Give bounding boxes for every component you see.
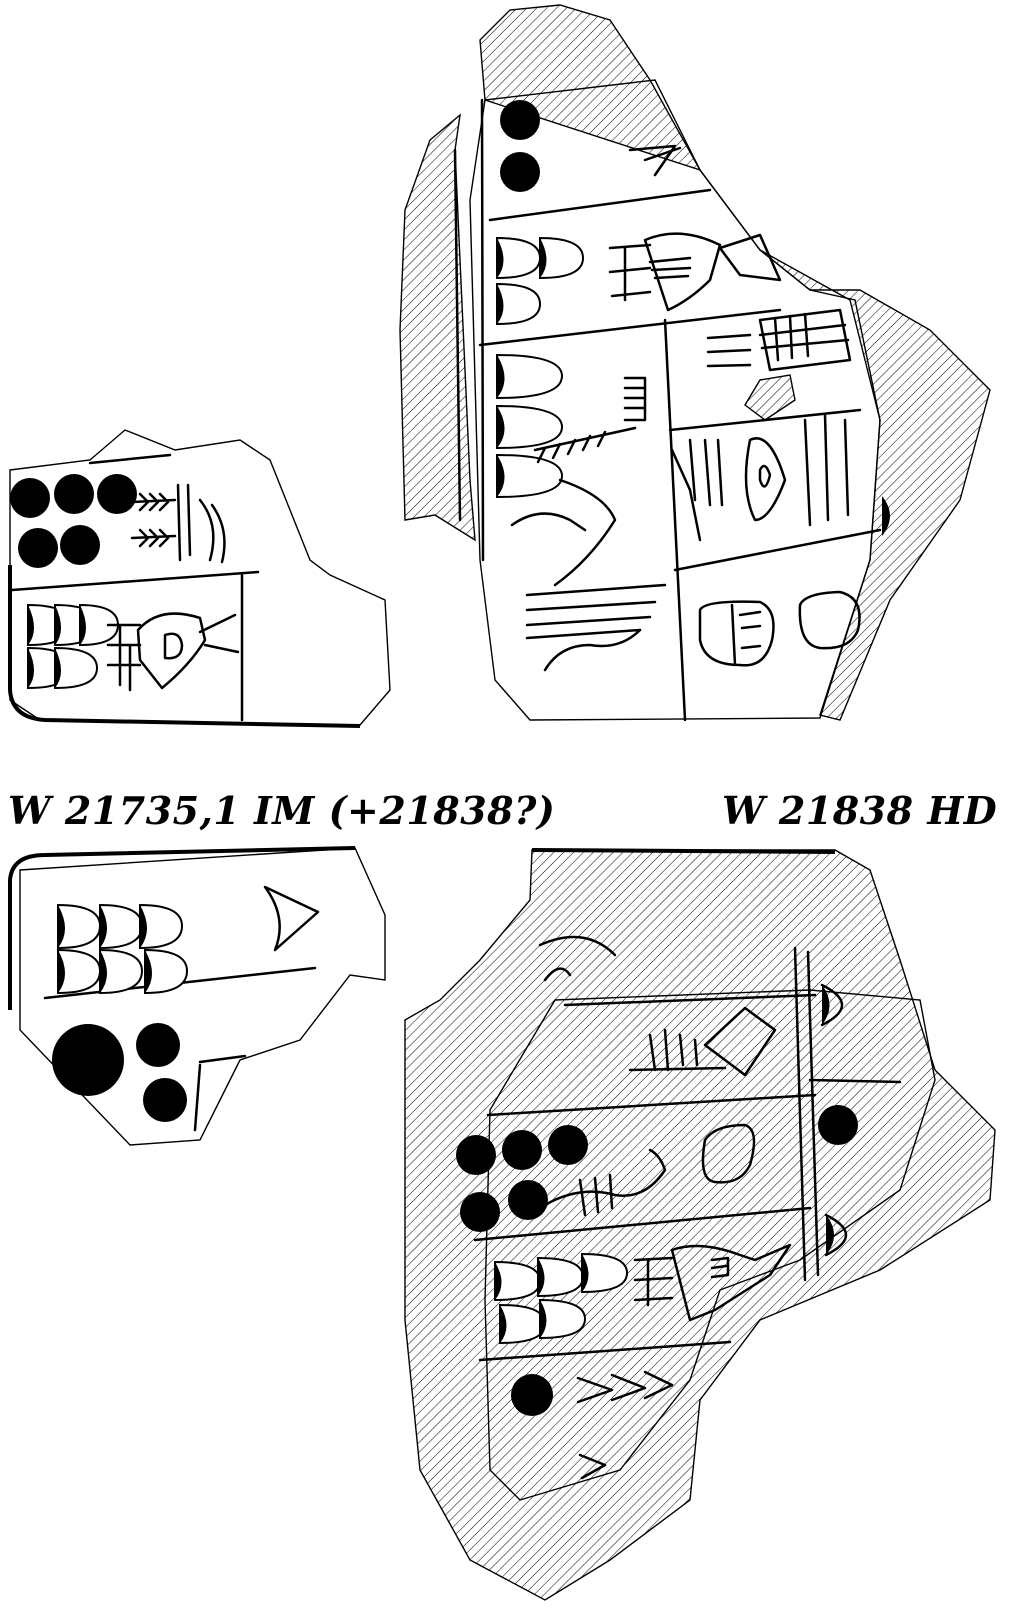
fragment-bottom-right-reverse xyxy=(404,848,996,1601)
fragment-top-right-obverse xyxy=(399,4,991,722)
sign-vessel xyxy=(106,612,240,692)
sign-strokes-lower xyxy=(525,583,667,672)
fragment-top-left-obverse xyxy=(8,429,391,728)
tablet-edge xyxy=(8,846,356,1010)
numeral-semicircle xyxy=(822,985,830,1025)
numeral-semicircle-edge xyxy=(882,496,890,536)
sign-wedges-row xyxy=(576,1370,674,1404)
case-line xyxy=(673,528,882,572)
numeral-circles xyxy=(10,474,137,568)
tablet-top-edge xyxy=(531,848,836,854)
sign-vessel xyxy=(633,1243,792,1322)
case-lines xyxy=(473,946,902,1362)
sign-cluster-right xyxy=(670,374,850,542)
sign-grid xyxy=(706,308,852,372)
fragment-bottom-left-reverse xyxy=(8,846,386,1146)
numeral-circles xyxy=(500,100,540,192)
tablet-edge xyxy=(8,565,361,728)
fragment-inner-surface xyxy=(484,989,936,1501)
case-line xyxy=(10,570,260,592)
numeral-circles xyxy=(456,1125,588,1232)
case-line xyxy=(663,318,687,722)
numeral-circles xyxy=(52,1023,187,1122)
sign-curve-top xyxy=(538,935,617,982)
tablet-label-right: W 21838 HD xyxy=(722,788,998,833)
numeral-semicircles xyxy=(57,903,189,995)
sign-comb-and-hook xyxy=(510,376,647,587)
sign-hook-and-box xyxy=(543,1123,756,1217)
fracture-line xyxy=(193,1054,247,1132)
case-line xyxy=(88,453,172,465)
numeral-circle xyxy=(511,1374,553,1416)
numeral-circle xyxy=(818,1105,858,1145)
fragment-outline xyxy=(19,847,386,1146)
sign-vessel xyxy=(608,232,782,312)
sign-wedge xyxy=(628,144,682,177)
case-line xyxy=(480,98,485,562)
sign-barley xyxy=(130,483,226,564)
sign-branch xyxy=(628,1006,777,1077)
sign-wedge xyxy=(263,885,320,952)
numeral-semicircles xyxy=(27,603,120,690)
tablet-label-left: W 21735,1 IM (+21838?) xyxy=(8,788,556,833)
numeral-semicircle-outline xyxy=(820,983,844,1027)
case-line xyxy=(478,308,782,347)
fragment-hatched-left-edge xyxy=(399,113,476,542)
fragment-hatched-edge xyxy=(479,4,991,721)
numeral-semicircles xyxy=(496,236,585,499)
fragment-hatched-body xyxy=(404,849,996,1601)
case-line xyxy=(453,148,462,522)
sign-boxes xyxy=(698,590,861,667)
case-line xyxy=(488,188,712,222)
sign-wedge-small xyxy=(578,1453,607,1480)
numeral-semicircles xyxy=(494,1252,629,1345)
numeral-semicircle-outline xyxy=(824,1213,848,1257)
fragment-surface xyxy=(469,79,881,721)
numeral-semicircle xyxy=(826,1215,834,1255)
